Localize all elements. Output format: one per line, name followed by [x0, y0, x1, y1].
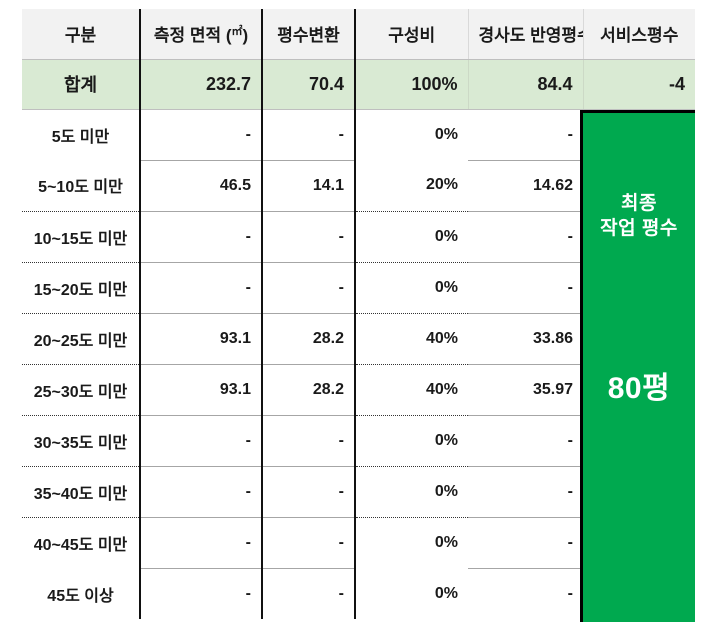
row-ratio: 0%: [354, 516, 468, 568]
row-pyeong: -: [261, 108, 355, 160]
row-ratio: 20%: [354, 160, 468, 211]
row-area: 46.5: [139, 159, 262, 211]
row-division-label: 40~45도 미만: [22, 516, 140, 568]
row-ratio: 0%: [354, 568, 468, 619]
row-area: -: [139, 567, 262, 619]
row-ratio: 0%: [354, 210, 468, 262]
column-header-area: 측정 면적 (㎡): [139, 9, 262, 60]
column-header-ratio: 구성비: [354, 9, 468, 60]
row-pyeong: -: [261, 414, 355, 466]
row-area: -: [139, 414, 262, 466]
row-pyeong: -: [261, 516, 355, 568]
row-area: -: [139, 108, 262, 160]
summary-pyeong: 70.4: [261, 59, 355, 110]
table-row: 5~10도 미만 46.5 14.1 20% 14.62: [22, 159, 695, 211]
row-ratio: 0%: [354, 261, 468, 313]
row-slope: -: [468, 567, 583, 619]
row-slope: -: [468, 414, 583, 466]
row-pyeong: 14.1: [261, 159, 355, 211]
row-slope: -: [468, 516, 583, 568]
summary-row: 합계 232.7 70.4 100% 84.4 -4: [22, 59, 695, 110]
summary-service: -4: [582, 59, 695, 110]
row-slope: 33.86: [468, 312, 583, 364]
summary-label: 합계: [22, 59, 140, 110]
row-pyeong: -: [261, 465, 355, 517]
table-row: 40~45도 미만 - - 0% -: [22, 516, 695, 568]
row-division-label: 10~15도 미만: [22, 210, 140, 262]
row-slope: -: [468, 465, 583, 517]
row-slope: -: [468, 261, 583, 313]
row-pyeong: -: [261, 567, 355, 619]
final-work-pyeong-callout: 최종 작업 평수 80평: [580, 110, 695, 622]
column-header-division: 구분: [22, 9, 140, 60]
row-area: -: [139, 516, 262, 568]
row-area: -: [139, 465, 262, 517]
table-header-row: 구분 측정 면적 (㎡) 평수변환 구성비 경사도 반영평수 서비스평수: [22, 9, 695, 60]
row-division-label: 25~30도 미만: [22, 363, 140, 415]
table-row: 25~30도 미만 93.1 28.2 40% 35.97: [22, 363, 695, 415]
row-ratio: 0%: [354, 465, 468, 517]
row-division-label: 15~20도 미만: [22, 261, 140, 313]
row-ratio: 0%: [354, 414, 468, 466]
row-area: -: [139, 210, 262, 262]
row-division-label: 45도 이상: [22, 568, 140, 619]
column-header-pyeong: 평수변환: [261, 9, 355, 60]
row-ratio: 0%: [354, 109, 468, 160]
row-ratio: 40%: [354, 312, 468, 364]
row-pyeong: 28.2: [261, 312, 355, 364]
column-header-slope: 경사도 반영평수: [467, 9, 583, 60]
row-slope: 14.62: [468, 159, 583, 211]
column-header-service: 서비스평수: [582, 9, 695, 60]
row-pyeong: -: [261, 210, 355, 262]
row-division-label: 5~10도 미만: [22, 160, 140, 211]
row-slope: -: [468, 108, 583, 160]
row-slope: 35.97: [468, 363, 583, 415]
row-area: -: [139, 261, 262, 313]
row-slope: -: [468, 210, 583, 262]
final-callout-caption: 최종 작업 평수: [600, 191, 678, 241]
row-pyeong: 28.2: [261, 363, 355, 415]
final-callout-caption-line2: 작업 평수: [600, 218, 678, 240]
slope-area-table: 구분 측정 면적 (㎡) 평수변환 구성비 경사도 반영평수 서비스평수 합계 …: [22, 9, 695, 619]
row-division-label: 35~40도 미만: [22, 465, 140, 517]
final-callout-caption-line1: 최종: [621, 193, 657, 214]
summary-slope: 84.4: [467, 59, 583, 110]
row-area: 93.1: [139, 312, 262, 364]
row-division-label: 30~35도 미만: [22, 414, 140, 466]
summary-area: 232.7: [139, 59, 262, 110]
row-area: 93.1: [139, 363, 262, 415]
row-division-label: 20~25도 미만: [22, 312, 140, 364]
row-division-label: 5도 미만: [22, 109, 140, 160]
row-pyeong: -: [261, 261, 355, 313]
row-ratio: 40%: [354, 363, 468, 415]
final-callout-value: 80평: [607, 372, 671, 406]
summary-ratio: 100%: [354, 59, 468, 110]
